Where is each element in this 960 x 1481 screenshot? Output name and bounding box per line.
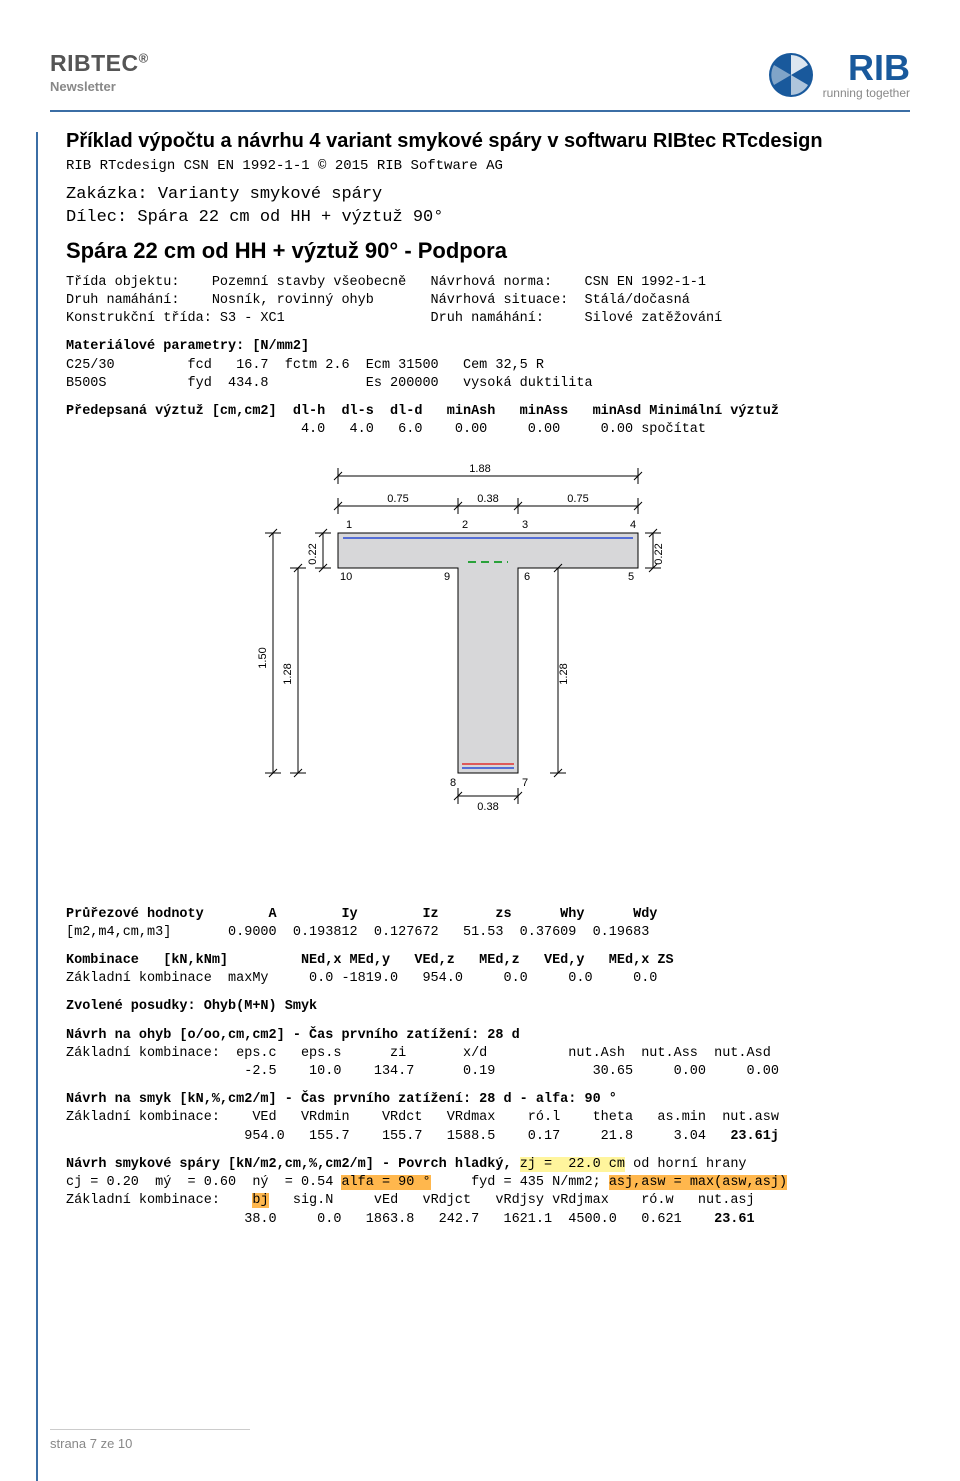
smyk-val: 23.61j <box>730 1129 779 1144</box>
sp-asj: asj,asw = max(asw,asj) <box>609 1175 787 1190</box>
brand-main: RIBTEC® <box>50 50 149 77</box>
sp-val: 23.61 <box>714 1212 755 1227</box>
section-title: Spára 22 cm od HH + výztuž 90° - Podpora <box>66 238 910 264</box>
logo-text: RIB <box>823 50 910 86</box>
source-line: RIB RTcdesign CSN EN 1992-1-1 © 2015 RIB… <box>66 157 910 176</box>
pt-2: 2 <box>462 519 468 531</box>
sp-hdr-b: od horní hrany <box>625 1157 747 1172</box>
sp-r1b: fyd = 435 N/mm2; <box>431 1175 609 1190</box>
header-rule <box>50 110 910 112</box>
logo-block: RIB running together <box>767 50 910 100</box>
sp-zj: zj = 22.0 cm <box>520 1157 625 1172</box>
sp-r3a: 38.0 0.0 1863.8 242.7 1621.1 4500.0 0.62… <box>66 1212 714 1227</box>
part-line: Dílec: Spára 22 cm od HH + výztuž 90° <box>66 207 910 230</box>
pt-1: 1 <box>346 519 352 531</box>
dim-1-50: 1.50 <box>257 647 269 668</box>
sp-r2a: Základní kombinace: <box>66 1193 252 1208</box>
ohyb-r1: Základní kombinace: eps.c eps.s zi x/d n… <box>66 1045 910 1063</box>
dim-1-88: 1.88 <box>469 463 490 475</box>
order-line: Zakázka: Varianty smykové spáry <box>66 184 910 207</box>
logo-icon <box>767 51 815 99</box>
dim-0-75-r: 0.75 <box>567 493 588 505</box>
pv-header: Předepsaná výztuž [cm,cm2] dl-h dl-s dl-… <box>66 404 779 419</box>
props-row: [m2,m4,cm,m3] 0.9000 0.193812 0.127672 5… <box>66 924 910 942</box>
mat-c2530: C25/30 fcd 16.7 fctm 2.6 Ecm 31500 Cem 3… <box>66 357 910 375</box>
sp-hdr-a: Návrh smykové spáry [kN/m2,cm,%,cm2/m] -… <box>66 1157 520 1172</box>
pt-7: 7 <box>522 777 528 789</box>
dim-0-22-l: 0.22 <box>307 543 319 564</box>
komb-hdr: Kombinace [kN,kNm] NEd,x MEd,y VEd,z MEd… <box>66 953 674 968</box>
cross-section-drawing: 1.88 0.75 0.38 0.75 <box>228 458 748 888</box>
page-title: Příklad výpočtu a návrhu 4 variant smyko… <box>66 130 910 153</box>
pt-4: 4 <box>630 519 636 531</box>
mat-b500s: B500S fyd 434.8 Es 200000 vysoká duktili… <box>66 375 910 393</box>
logo-tag: running together <box>823 86 910 100</box>
smyk-r2a: 954.0 155.7 155.7 1588.5 0.17 21.8 3.04 <box>66 1129 730 1144</box>
sp-r2b: sig.N vEd vRdjct vRdjsy vRdjmax ró.w nut… <box>269 1193 755 1208</box>
pt-3: 3 <box>522 519 528 531</box>
brand-sub: Newsletter <box>50 79 149 94</box>
props-hdr: Průřezové hodnoty A Iy Iz zs Why Wdy <box>66 907 657 922</box>
dim-0-38-top: 0.38 <box>477 493 498 505</box>
smyk-r1: Základní kombinace: VEd VRdmin VRdct VRd… <box>66 1109 910 1127</box>
ohyb-r2: -2.5 10.0 134.7 0.19 30.65 0.00 0.00 <box>66 1063 910 1081</box>
ohyb-hdr: Návrh na ohyb [o/oo,cm,cm2] - Čas prvníh… <box>66 1027 910 1045</box>
pt-6: 6 <box>524 571 530 583</box>
pt-8: 8 <box>450 777 456 789</box>
dim-0-22-r: 0.22 <box>653 543 665 564</box>
pt-9: 9 <box>444 571 450 583</box>
meta-block: Třída objektu: Pozemní stavby všeobecně … <box>66 274 910 329</box>
komb-row: Základní kombinace maxMy 0.0 -1819.0 954… <box>66 970 910 988</box>
dim-0-75-l: 0.75 <box>387 493 408 505</box>
dim-1-28-r: 1.28 <box>558 663 570 684</box>
sp-bj: bj <box>252 1193 268 1208</box>
dim-1-28-l: 1.28 <box>282 663 294 684</box>
brand-reg: ® <box>139 50 149 65</box>
brand-block: RIBTEC® Newsletter <box>50 50 149 94</box>
posudky-line: Zvolené posudky: Ohyb(M+N) Smyk <box>66 998 910 1016</box>
dim-0-38-bot: 0.38 <box>477 801 498 813</box>
pt-5: 5 <box>628 571 634 583</box>
brand-name: RIBTEC <box>50 50 139 76</box>
pt-10: 10 <box>340 571 352 583</box>
mat-header: Materiálové parametry: [N/mm2] <box>66 338 910 356</box>
pv-row: 4.0 4.0 6.0 0.00 0.00 0.00 spočítat <box>66 421 910 439</box>
page-footer: strana 7 ze 10 <box>50 1429 250 1451</box>
sp-r1a: cj = 0.20 mý = 0.60 ný = 0.54 <box>66 1175 341 1190</box>
left-rule <box>36 132 38 1481</box>
sp-alfa: alfa = 90 ° <box>341 1175 430 1190</box>
smyk-hdr: Návrh na smyk [kN,%,cm2/m] - Čas prvního… <box>66 1091 910 1109</box>
